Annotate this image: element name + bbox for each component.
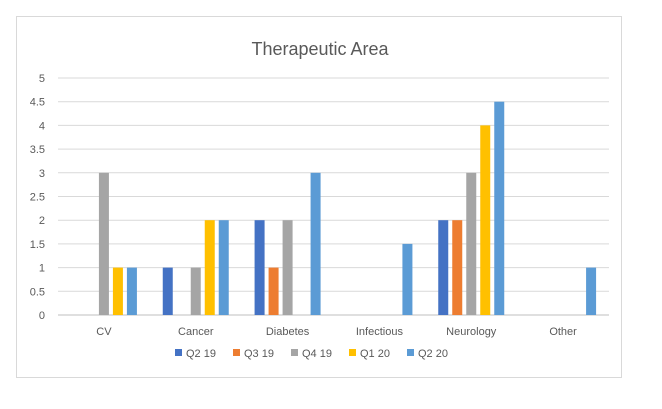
bar	[98, 172, 109, 315]
bar	[204, 220, 215, 315]
y-tick-label: 1	[39, 263, 45, 275]
x-category-label: Cancer	[178, 326, 214, 338]
x-category-label: Neurology	[446, 326, 497, 338]
y-tick-label: 0.5	[30, 286, 45, 298]
x-category-label: CV	[96, 326, 112, 338]
legend-swatch	[407, 349, 414, 356]
bar	[310, 172, 321, 315]
legend: Q2 19 Q3 19 Q4 19 Q1 20 Q2 20	[175, 348, 448, 360]
gridlines	[58, 77, 609, 316]
x-axis-categories: CV Cancer Diabetes Infectious Neurology Other	[96, 326, 577, 338]
x-category-label: Other	[549, 326, 577, 338]
legend-label: Q2 19	[186, 348, 216, 360]
bar	[282, 220, 293, 315]
bars	[98, 101, 597, 316]
y-tick-label: 1.5	[30, 239, 45, 251]
bar	[190, 267, 201, 315]
y-tick-label: 3.5	[30, 144, 45, 156]
x-category-label: Infectious	[356, 326, 404, 338]
legend-swatch	[233, 349, 240, 356]
legend-swatch	[349, 349, 356, 356]
chart-title: Therapeutic Area	[251, 39, 389, 59]
bar	[494, 101, 505, 315]
bar	[268, 267, 279, 315]
legend-label: Q4 19	[302, 348, 332, 360]
bar	[480, 125, 491, 316]
bar	[218, 220, 229, 315]
y-axis-ticks: 0 0.5 1 1.5 2 2.5 3 3.5 4 4.5 5	[30, 73, 45, 322]
legend-label: Q2 20	[418, 348, 448, 360]
bar	[112, 267, 123, 315]
bar	[586, 267, 597, 315]
bar	[452, 220, 463, 315]
bar	[254, 220, 265, 315]
y-tick-label: 2.5	[30, 192, 45, 204]
y-tick-label: 5	[39, 73, 45, 85]
bar	[126, 267, 137, 315]
y-tick-label: 4	[39, 120, 45, 132]
legend-label: Q1 20	[360, 348, 390, 360]
bar	[438, 220, 449, 315]
x-category-label: Diabetes	[266, 326, 310, 338]
bar	[162, 267, 173, 315]
legend-swatch	[291, 349, 298, 356]
bar	[466, 172, 477, 315]
chart-frame: Therapeutic Area 0 0.5 1 1.5 2 2.5 3 3.5 4 4.5 5 C…	[16, 16, 622, 378]
y-tick-label: 2	[39, 215, 45, 227]
y-tick-label: 3	[39, 168, 45, 180]
y-tick-label: 4.5	[30, 97, 45, 109]
bar-chart: Therapeutic Area 0 0.5 1 1.5 2 2.5 3 3.5 4 4.5 5 C…	[30, 39, 609, 360]
y-tick-label: 0	[39, 310, 45, 322]
legend-swatch	[175, 349, 182, 356]
legend-label: Q3 19	[244, 348, 274, 360]
bar	[402, 243, 413, 315]
